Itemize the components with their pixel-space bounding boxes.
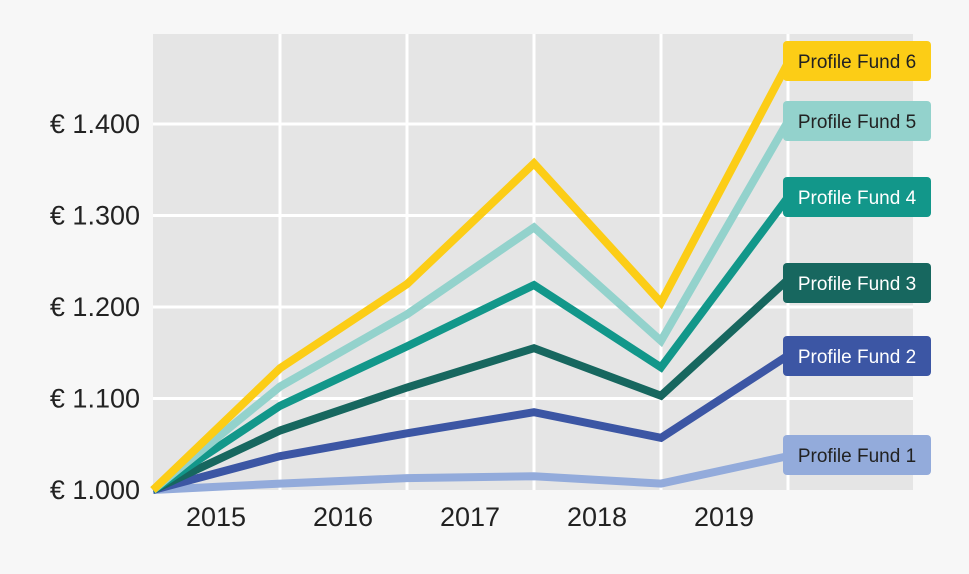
x-tick-label: 2017 (440, 502, 500, 532)
series-line-6 (150, 60, 792, 493)
series-line-1 (152, 452, 789, 494)
series-label-text: Profile Fund 1 (798, 446, 916, 467)
series-end-label-3: Profile Fund 3 (783, 263, 931, 303)
series-label-box (783, 41, 931, 81)
series-label-text: Profile Fund 3 (798, 274, 916, 295)
x-tick-label: 2018 (567, 502, 627, 532)
y-tick-label: € 1.200 (50, 292, 140, 322)
series-end-label-1: Profile Fund 1 (783, 435, 931, 475)
y-tick-label: € 1.100 (50, 384, 140, 414)
x-tick-label: 2019 (694, 502, 754, 532)
series-label-box (783, 435, 931, 475)
series-label-text: Profile Fund 5 (798, 112, 916, 133)
series-label-box (783, 336, 931, 376)
series-line-2 (151, 352, 791, 494)
series-line-4 (150, 194, 792, 494)
series-label-box (783, 177, 931, 217)
series-label-text: Profile Fund 2 (798, 347, 916, 368)
series-end-label-6: Profile Fund 6 (783, 41, 931, 81)
x-tick-label: 2016 (313, 502, 373, 532)
series-label-text: Profile Fund 6 (798, 52, 916, 73)
series-label-box (783, 101, 931, 141)
series-line-5 (150, 119, 792, 494)
series-end-label-4: Profile Fund 4 (783, 177, 931, 217)
series-line-3 (151, 276, 791, 494)
series-end-label-5: Profile Fund 5 (783, 101, 931, 141)
x-tick-label: 2015 (186, 502, 246, 532)
y-tick-label: € 1.300 (50, 201, 140, 231)
series-label-box (783, 263, 931, 303)
y-tick-label: € 1.000 (50, 475, 140, 505)
y-tick-label: € 1.400 (50, 109, 140, 139)
series-end-label-2: Profile Fund 2 (783, 336, 931, 376)
series-label-text: Profile Fund 4 (798, 188, 917, 209)
